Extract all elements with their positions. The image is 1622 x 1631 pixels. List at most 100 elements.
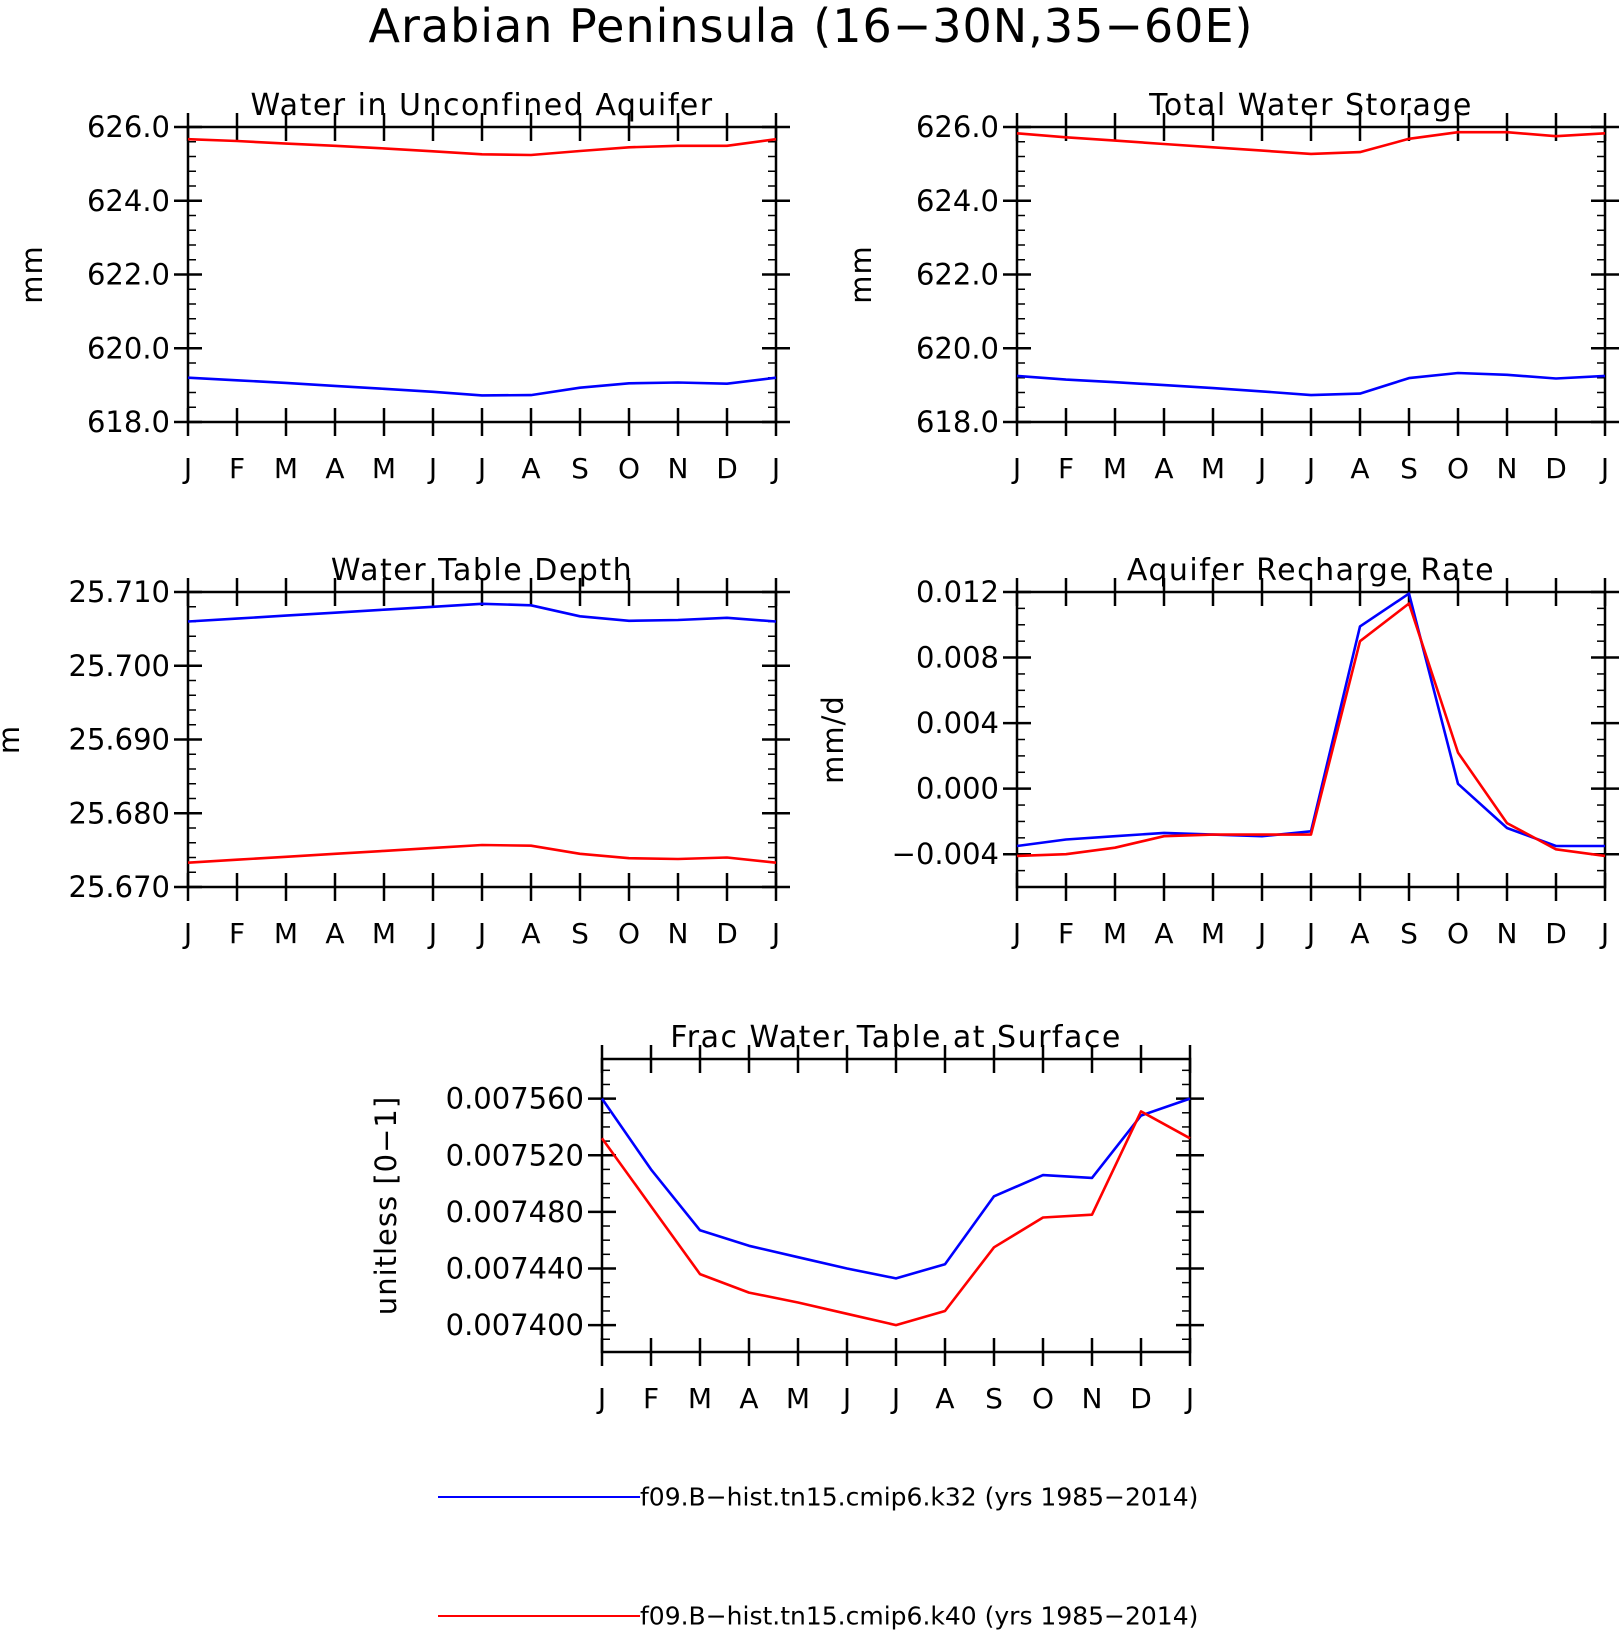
x-tick-label: M xyxy=(688,1382,712,1415)
x-tick-label: D xyxy=(1130,1382,1152,1415)
y-tick-label: 25.710 xyxy=(69,575,170,609)
y-tick-label: 626.0 xyxy=(916,110,999,144)
x-tick-label: F xyxy=(229,917,245,950)
x-tick-label: J xyxy=(476,452,486,485)
series-line-k32 xyxy=(1016,592,1605,848)
series-line-k40 xyxy=(1016,130,1606,156)
y-tick-label: 25.670 xyxy=(69,870,170,904)
x-tick-label: A xyxy=(1154,917,1173,950)
figure-title: Arabian Peninsula (16−30N,35−60E) xyxy=(369,0,1254,53)
x-tick-label: J xyxy=(1011,452,1021,485)
x-tick-label: J xyxy=(1256,452,1266,485)
x-tick-label: S xyxy=(571,917,589,950)
x-tick-label: N xyxy=(668,917,689,950)
legend-label: f09.B−hist.tn15.cmip6.k40 (yrs 1985−2014… xyxy=(640,1602,1198,1631)
x-tick-label: D xyxy=(716,917,738,950)
y-tick-label: 620.0 xyxy=(916,331,999,365)
x-tick-label: D xyxy=(716,452,738,485)
x-tick-label: J xyxy=(770,917,780,950)
y-tick-label: 0.004 xyxy=(916,706,999,740)
x-tick-label: J xyxy=(182,452,192,485)
plot-frame xyxy=(600,1057,1192,1354)
x-tick-label: M xyxy=(372,452,396,485)
x-tick-label: O xyxy=(1447,917,1469,950)
series-line-k40 xyxy=(600,1110,1191,1327)
y-tick-label: 0.012 xyxy=(916,575,999,609)
y-tick-label: −0.004 xyxy=(892,837,999,871)
series-line-k32 xyxy=(600,1097,1191,1280)
y-tick-label: 624.0 xyxy=(916,184,999,218)
x-tick-label: J xyxy=(770,452,780,485)
y-tick-label: 626.0 xyxy=(87,110,170,144)
x-tick-label: A xyxy=(1350,452,1369,485)
x-tick-label: J xyxy=(1599,917,1609,950)
y-tick-label: 25.700 xyxy=(69,649,170,683)
plot-frame xyxy=(186,590,778,889)
x-tick-label: F xyxy=(229,452,245,485)
y-tick-label: 0.007480 xyxy=(446,1195,584,1229)
y-tick-label: 25.690 xyxy=(69,723,170,757)
x-tick-label: M xyxy=(274,452,298,485)
x-tick-label: J xyxy=(841,1382,851,1415)
plot-frame xyxy=(1015,125,1607,424)
x-tick-label: F xyxy=(1058,452,1074,485)
x-tick-label: A xyxy=(1350,917,1369,950)
x-tick-label: M xyxy=(786,1382,810,1415)
x-tick-label: A xyxy=(739,1382,758,1415)
x-tick-label: S xyxy=(985,1382,1003,1415)
legend: f09.B−hist.tn15.cmip6.k32 (yrs 1985−2014… xyxy=(438,1483,1198,1631)
legend-label: f09.B−hist.tn15.cmip6.k32 (yrs 1985−2014… xyxy=(640,1483,1198,1512)
x-tick-label: M xyxy=(274,917,298,950)
x-tick-label: J xyxy=(427,452,437,485)
x-tick-label: A xyxy=(1154,452,1173,485)
chart-panels: Water in Unconfined Aquifermm618.0620.06… xyxy=(0,88,1619,1415)
y-axis-label: m xyxy=(0,725,26,754)
y-tick-label: 618.0 xyxy=(87,405,170,439)
x-tick-label: J xyxy=(1599,452,1609,485)
x-tick-label: O xyxy=(618,452,640,485)
x-tick-label: O xyxy=(1447,452,1469,485)
x-tick-label: N xyxy=(668,452,689,485)
y-axis-label: mm xyxy=(15,245,49,304)
x-tick-label: M xyxy=(1201,452,1225,485)
x-tick-label: J xyxy=(1305,917,1315,950)
x-tick-label: S xyxy=(1400,452,1418,485)
series-line-k40 xyxy=(187,843,777,864)
x-tick-label: A xyxy=(935,1382,954,1415)
x-tick-label: N xyxy=(1082,1382,1103,1415)
x-tick-label: D xyxy=(1545,452,1567,485)
y-tick-label: 0.007520 xyxy=(446,1138,584,1172)
x-tick-label: M xyxy=(1103,452,1127,485)
y-axis-label: unitless [0−1] xyxy=(369,1096,403,1315)
x-tick-label: O xyxy=(618,917,640,950)
series-line-k40 xyxy=(1016,602,1606,858)
y-tick-label: 624.0 xyxy=(87,184,170,218)
y-tick-label: 0.008 xyxy=(916,641,999,675)
chart-panel-2: Total Water Storagemm618.0620.0622.0624.… xyxy=(844,88,1619,485)
series-line-k32 xyxy=(187,376,777,397)
y-axis-label: mm xyxy=(844,245,878,304)
plot-frame xyxy=(1015,590,1607,889)
x-tick-label: J xyxy=(1184,1382,1194,1415)
y-tick-label: 622.0 xyxy=(916,258,999,292)
x-tick-label: M xyxy=(1201,917,1225,950)
x-tick-label: J xyxy=(1256,917,1266,950)
x-tick-label: S xyxy=(571,452,589,485)
chart-panel-1: Water in Unconfined Aquifermm618.0620.06… xyxy=(15,88,790,485)
plot-frame xyxy=(186,125,778,424)
series-line-k40 xyxy=(187,137,777,157)
chart-panel-3: Water Table Depthm25.67025.68025.69025.7… xyxy=(0,553,790,950)
series-line-k32 xyxy=(187,602,777,623)
x-tick-label: O xyxy=(1032,1382,1054,1415)
x-tick-label: M xyxy=(372,917,396,950)
x-tick-label: J xyxy=(182,917,192,950)
x-tick-label: S xyxy=(1400,917,1418,950)
x-tick-label: F xyxy=(643,1382,659,1415)
x-tick-label: A xyxy=(325,452,344,485)
y-tick-label: 0.007560 xyxy=(446,1082,584,1116)
x-tick-label: A xyxy=(521,917,540,950)
x-tick-label: N xyxy=(1497,917,1518,950)
x-tick-label: J xyxy=(1011,917,1021,950)
